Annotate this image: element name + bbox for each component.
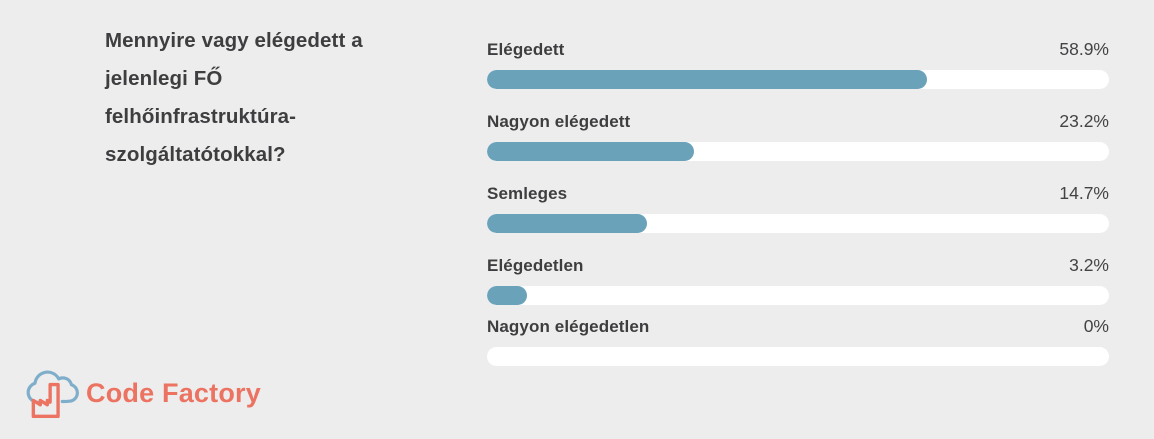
bar-fill [487, 142, 694, 161]
bar-value: 23.2% [1059, 111, 1109, 131]
bar-track [487, 214, 1109, 233]
bar-label: Elégedett [487, 40, 565, 59]
bar-row: Nagyon elégedetlen 0% [487, 315, 1109, 366]
cloud-factory-icon [26, 370, 79, 419]
bar-row: Elégedetlen 3.2% [487, 254, 1109, 305]
bar-track [487, 142, 1109, 161]
bar-label: Nagyon elégedetlen [487, 317, 650, 336]
bar-row-header: Elégedetlen 3.2% [487, 254, 1109, 276]
bar-row: Nagyon elégedett 23.2% [487, 110, 1109, 161]
bar-track [487, 70, 1109, 89]
bar-track [487, 286, 1109, 305]
bar-row-header: Nagyon elégedett 23.2% [487, 110, 1109, 132]
poll-question-line: jelenlegi FŐ [105, 67, 223, 90]
bar-fill [487, 70, 928, 89]
logo-text: Code Factory [86, 377, 261, 408]
poll-question-line: Mennyire vagy elégedett a [105, 29, 363, 52]
bar-fill [487, 286, 527, 305]
bar-row-header: Nagyon elégedetlen 0% [487, 315, 1109, 337]
bar-value: 3.2% [1069, 255, 1109, 275]
bar-track [487, 347, 1109, 366]
bar-label: Elégedetlen [487, 256, 584, 275]
bar-row: Semleges 14.7% [487, 182, 1109, 233]
poll-question-line: felhőinfrastruktúra- [105, 105, 297, 128]
bar-row-header: Semleges 14.7% [487, 182, 1109, 204]
bar-label: Nagyon elégedett [487, 112, 631, 131]
bar-fill [487, 214, 647, 233]
poll-question: Mennyire vagy elégedett a jelenlegi FŐ f… [105, 22, 435, 174]
bar-value: 14.7% [1059, 183, 1109, 203]
bar-label: Semleges [487, 184, 568, 203]
logo: Code Factory [24, 364, 261, 422]
bar-row: Elégedett 58.9% [487, 38, 1109, 89]
bar-chart: Elégedett 58.9% Nagyon elégedett 23.2% Semle… [487, 38, 1109, 366]
poll-question-line: szolgáltatótokkal? [105, 143, 286, 166]
bar-row-header: Elégedett 58.9% [487, 38, 1109, 60]
bar-value: 0% [1083, 316, 1109, 336]
bar-value: 58.9% [1059, 39, 1109, 59]
